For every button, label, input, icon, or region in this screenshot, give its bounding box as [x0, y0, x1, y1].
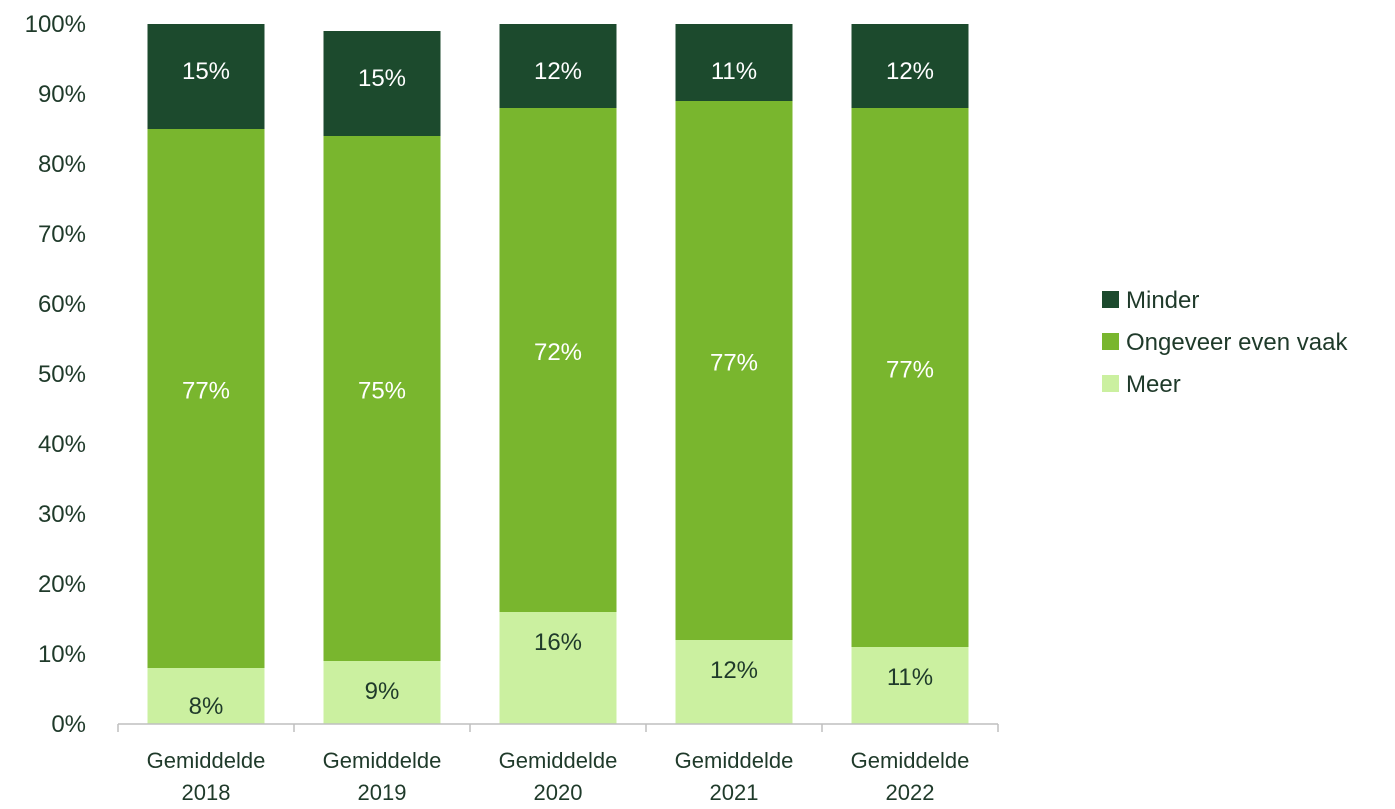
bar-ongeveer-even-vaak-2018: [147, 129, 265, 668]
data-label: 77%: [886, 357, 934, 384]
legend: Minder Ongeveer even vaak Meer: [1102, 287, 1348, 398]
data-label: 9%: [365, 678, 400, 705]
bar-minder-2021: [675, 24, 793, 101]
y-tick-label: 30%: [38, 501, 86, 528]
legend-swatch-meer: [1102, 375, 1119, 392]
y-tick-label: 100%: [25, 11, 86, 38]
bar-meer-2018: [147, 668, 265, 724]
y-tick-label: 40%: [38, 431, 86, 458]
y-tick-label: 10%: [38, 641, 86, 668]
y-tick-label: 80%: [38, 151, 86, 178]
y-tick-label: 20%: [38, 571, 86, 598]
legend-label: Minder: [1126, 287, 1199, 314]
bar-meer-2022: [851, 647, 969, 724]
data-label: 11%: [887, 664, 933, 691]
data-label: 12%: [534, 58, 582, 85]
y-tick-label: 70%: [38, 221, 86, 248]
bar-minder-2019: [323, 31, 441, 136]
bar-minder-2020: [499, 24, 617, 108]
bar-ongeveer-even-vaak-2020: [499, 108, 617, 612]
legend-label: Meer: [1126, 371, 1181, 398]
data-label: 75%: [358, 378, 406, 405]
y-tick-label: 50%: [38, 361, 86, 388]
y-axis: 0% 10% 20% 30% 40% 50% 60% 70% 80% 90% 100%: [25, 11, 86, 738]
bar-ongeveer-even-vaak-2022: [851, 108, 969, 647]
bar-minder-2018: [147, 24, 265, 129]
data-label: 8%: [189, 693, 224, 720]
data-label: 16%: [534, 629, 582, 656]
data-label: 12%: [710, 657, 758, 684]
data-label: 77%: [710, 350, 758, 377]
legend-swatch-minder: [1102, 291, 1119, 308]
y-tick-label: 60%: [38, 291, 86, 318]
legend-swatch-ongeveer-even-vaak: [1102, 333, 1119, 350]
bar-ongeveer-even-vaak-2021: [675, 101, 793, 640]
bar-meer-2019: [323, 661, 441, 724]
y-tick-label: 0%: [51, 711, 86, 738]
bar-minder-2022: [851, 24, 969, 108]
bar-labels-group: 8% 77% 15% 9% 75% 15% 16% 72% 12% 12% 77% 11% 11% 77%…: [182, 58, 934, 720]
data-label: 77%: [182, 378, 230, 405]
x-tick-label: Gemiddelde 2019: [323, 748, 442, 805]
data-label: 12%: [886, 58, 934, 85]
data-label: 15%: [358, 65, 406, 92]
x-axis: Gemiddelde 2018 Gemiddelde 2019 Gemiddelde 20…: [117, 723, 999, 805]
data-label: 15%: [182, 58, 230, 85]
x-tick-label: Gemiddelde 2022: [851, 748, 970, 805]
data-label: 72%: [534, 339, 582, 366]
y-tick-label: 90%: [38, 81, 86, 108]
bars-group: [147, 24, 969, 724]
x-tick-label: Gemiddelde 2021: [675, 748, 794, 805]
data-label: 11%: [711, 58, 757, 85]
x-tick-label: Gemiddelde 2018: [147, 748, 266, 805]
bar-meer-2020: [499, 612, 617, 724]
legend-label: Ongeveer even vaak: [1126, 329, 1348, 356]
bar-meer-2021: [675, 640, 793, 724]
x-tick-label: Gemiddelde 2020: [499, 748, 618, 805]
bar-ongeveer-even-vaak-2019: [323, 136, 441, 661]
